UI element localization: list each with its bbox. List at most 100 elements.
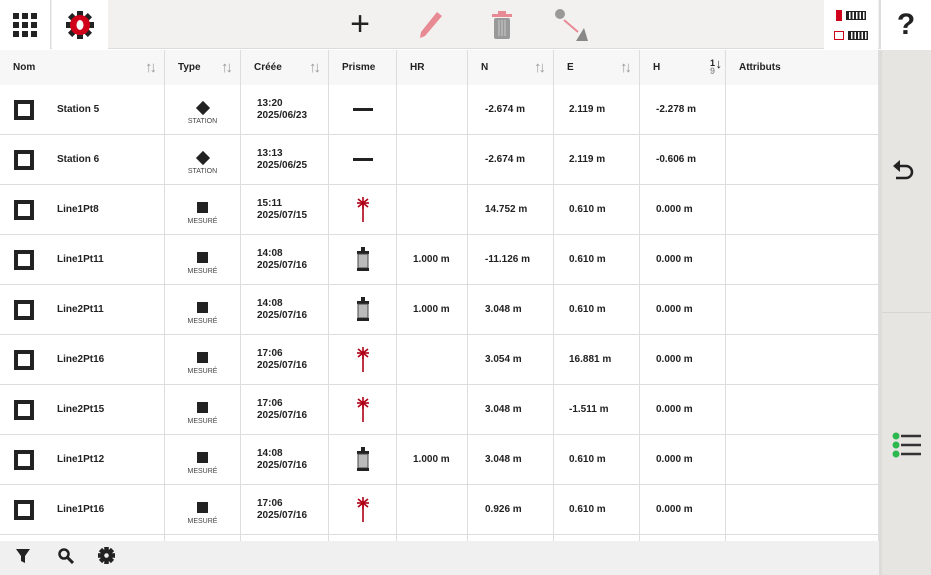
table-row[interactable]: Line1Pt8 MESURÉ 15:11 2025/07/15 14.752 m 0.6… <box>0 185 879 235</box>
sort-icon[interactable]: ↑↓ <box>145 59 157 76</box>
add-button[interactable]: + <box>340 0 380 49</box>
sort-icon[interactable]: ↑↓ <box>309 59 321 76</box>
table-row[interactable]: Line1Pt12 MESURÉ 14:08 2025/07/16 1.000 m 3.0… <box>0 435 879 485</box>
created-time: 15:11 <box>257 197 283 209</box>
table-cell <box>329 335 397 384</box>
table-cell: 0.610 m <box>554 285 640 334</box>
table-cell: MESURÉ <box>165 285 241 334</box>
table-cell <box>726 385 879 434</box>
created-date: 2025/07/16 <box>257 509 308 521</box>
table-row[interactable]: Line1Pt11 MESURÉ 14:08 2025/07/16 1.000 m -11… <box>0 235 879 285</box>
column-header-n[interactable]: N ↑↓ <box>468 50 554 85</box>
table-cell <box>468 535 554 541</box>
table-cell: 0.000 m <box>640 285 726 334</box>
row-checkbox[interactable] <box>14 400 34 420</box>
point-name: Station 6 <box>57 154 100 165</box>
point-type: MESURÉ <box>187 368 218 375</box>
e-value: 2.119 m <box>569 104 606 115</box>
point-type: MESURÉ <box>187 318 218 325</box>
table-cell: 15:11 2025/07/15 <box>241 185 329 234</box>
n-value: 3.048 m <box>485 304 522 315</box>
table-cell <box>397 185 468 234</box>
distance-icon <box>555 8 588 41</box>
device-status <box>824 0 878 49</box>
row-checkbox[interactable] <box>14 150 34 170</box>
column-label: E <box>567 62 574 73</box>
created-date: 2025/07/16 <box>257 309 308 321</box>
settings-button[interactable] <box>52 0 108 49</box>
table-cell: Station 5 <box>0 85 165 134</box>
table-row[interactable]: Line1Pt16 MESURÉ 17:06 2025/07/16 0.926 m 0.6… <box>0 485 879 535</box>
table-cell: Line1Pt8 <box>0 185 165 234</box>
search-button[interactable] <box>58 547 75 569</box>
gear-icon <box>66 10 94 39</box>
table-cell: MESURÉ <box>165 335 241 384</box>
column-settings-button[interactable] <box>98 547 116 569</box>
table-row[interactable]: Line2Pt11 MESURÉ 14:08 2025/07/16 1.000 m 3.0… <box>0 285 879 335</box>
table-cell: 1.000 m <box>397 235 468 284</box>
station-diamond-icon <box>195 100 210 115</box>
column-header-prisme[interactable]: Prisme <box>329 50 397 85</box>
row-checkbox[interactable] <box>14 500 34 520</box>
prism-icon <box>356 296 369 321</box>
point-type: MESURÉ <box>187 468 218 475</box>
table-cell <box>329 485 397 534</box>
row-checkbox[interactable] <box>14 300 34 320</box>
table-cell <box>726 235 879 284</box>
column-header-e[interactable]: E ↑↓ <box>554 50 640 85</box>
table-cell: 3.054 m <box>468 335 554 384</box>
hr-value: 1.000 m <box>413 304 450 315</box>
n-value: -11.126 m <box>485 254 531 265</box>
sort-icon[interactable]: ↑↓ <box>534 59 546 76</box>
h-value: 0.000 m <box>656 354 693 365</box>
delete-button[interactable] <box>482 0 522 49</box>
table-cell: STATION <box>165 135 241 184</box>
column-header-créée[interactable]: Créée ↑↓ <box>241 50 329 85</box>
bottom-toolbar <box>0 541 879 575</box>
column-header-type[interactable]: Type ↑↓ <box>165 50 241 85</box>
edit-button[interactable] <box>410 0 450 49</box>
measure-distance-button[interactable] <box>550 0 594 49</box>
table-row[interactable]: Station 6 STATION 13:13 2025/06/25 -2.674 m 2… <box>0 135 879 185</box>
table-row[interactable]: Line2Pt15 MESURÉ 17:06 2025/07/16 3.048 m -1.… <box>0 385 879 435</box>
n-value: -2.674 m <box>485 154 526 165</box>
row-checkbox[interactable] <box>14 350 34 370</box>
table-cell: Station 6 <box>0 135 165 184</box>
point-type: MESURÉ <box>187 268 218 275</box>
table-row[interactable]: Station 5 STATION 13:20 2025/06/23 -2.674 m 2… <box>0 85 879 135</box>
apps-button[interactable] <box>0 0 51 49</box>
row-checkbox[interactable] <box>14 200 34 220</box>
point-type: MESURÉ <box>187 218 218 225</box>
table-cell <box>397 335 468 384</box>
e-value: 0.610 m <box>569 204 606 215</box>
laser-icon <box>356 496 369 522</box>
help-button[interactable]: ? <box>879 0 931 49</box>
row-checkbox[interactable] <box>14 250 34 270</box>
row-checkbox[interactable] <box>14 100 34 120</box>
table-row[interactable] <box>0 535 879 541</box>
pencil-icon <box>420 11 442 38</box>
filter-button[interactable] <box>16 548 32 568</box>
column-header-hr[interactable]: HR <box>397 50 468 85</box>
table-cell: 13:20 2025/06/23 <box>241 85 329 134</box>
checklist-button[interactable] <box>892 432 924 460</box>
row-checkbox[interactable] <box>14 450 34 470</box>
point-type: STATION <box>187 167 218 175</box>
table-cell: Line2Pt11 <box>0 285 165 334</box>
column-header-h[interactable]: H 1 9 ↓ <box>640 50 726 85</box>
table-cell <box>726 485 879 534</box>
filter-icon <box>16 548 30 563</box>
sort-icon[interactable]: ↑↓ <box>620 59 632 76</box>
checklist-icon <box>892 432 921 458</box>
sort-icon[interactable]: ↑↓ <box>221 59 233 76</box>
table-cell <box>397 385 468 434</box>
table-cell: MESURÉ <box>165 385 241 434</box>
column-header-nom[interactable]: Nom ↑↓ <box>0 50 165 85</box>
table-row[interactable]: Line2Pt16 MESURÉ 17:06 2025/07/16 3.054 m 16.… <box>0 335 879 385</box>
table-header: Nom ↑↓ Type ↑↓ Créée ↑↓ Prisme HR N ↑↓ E ↑↓ H 1 9 ↓ Attr… <box>0 50 879 85</box>
table-cell <box>0 535 165 541</box>
column-header-attributs[interactable]: Attributs <box>726 50 879 85</box>
table-cell <box>329 185 397 234</box>
sort-ascending-icon[interactable]: 1 9 ↓ <box>709 56 722 76</box>
undo-button[interactable] <box>892 160 922 190</box>
